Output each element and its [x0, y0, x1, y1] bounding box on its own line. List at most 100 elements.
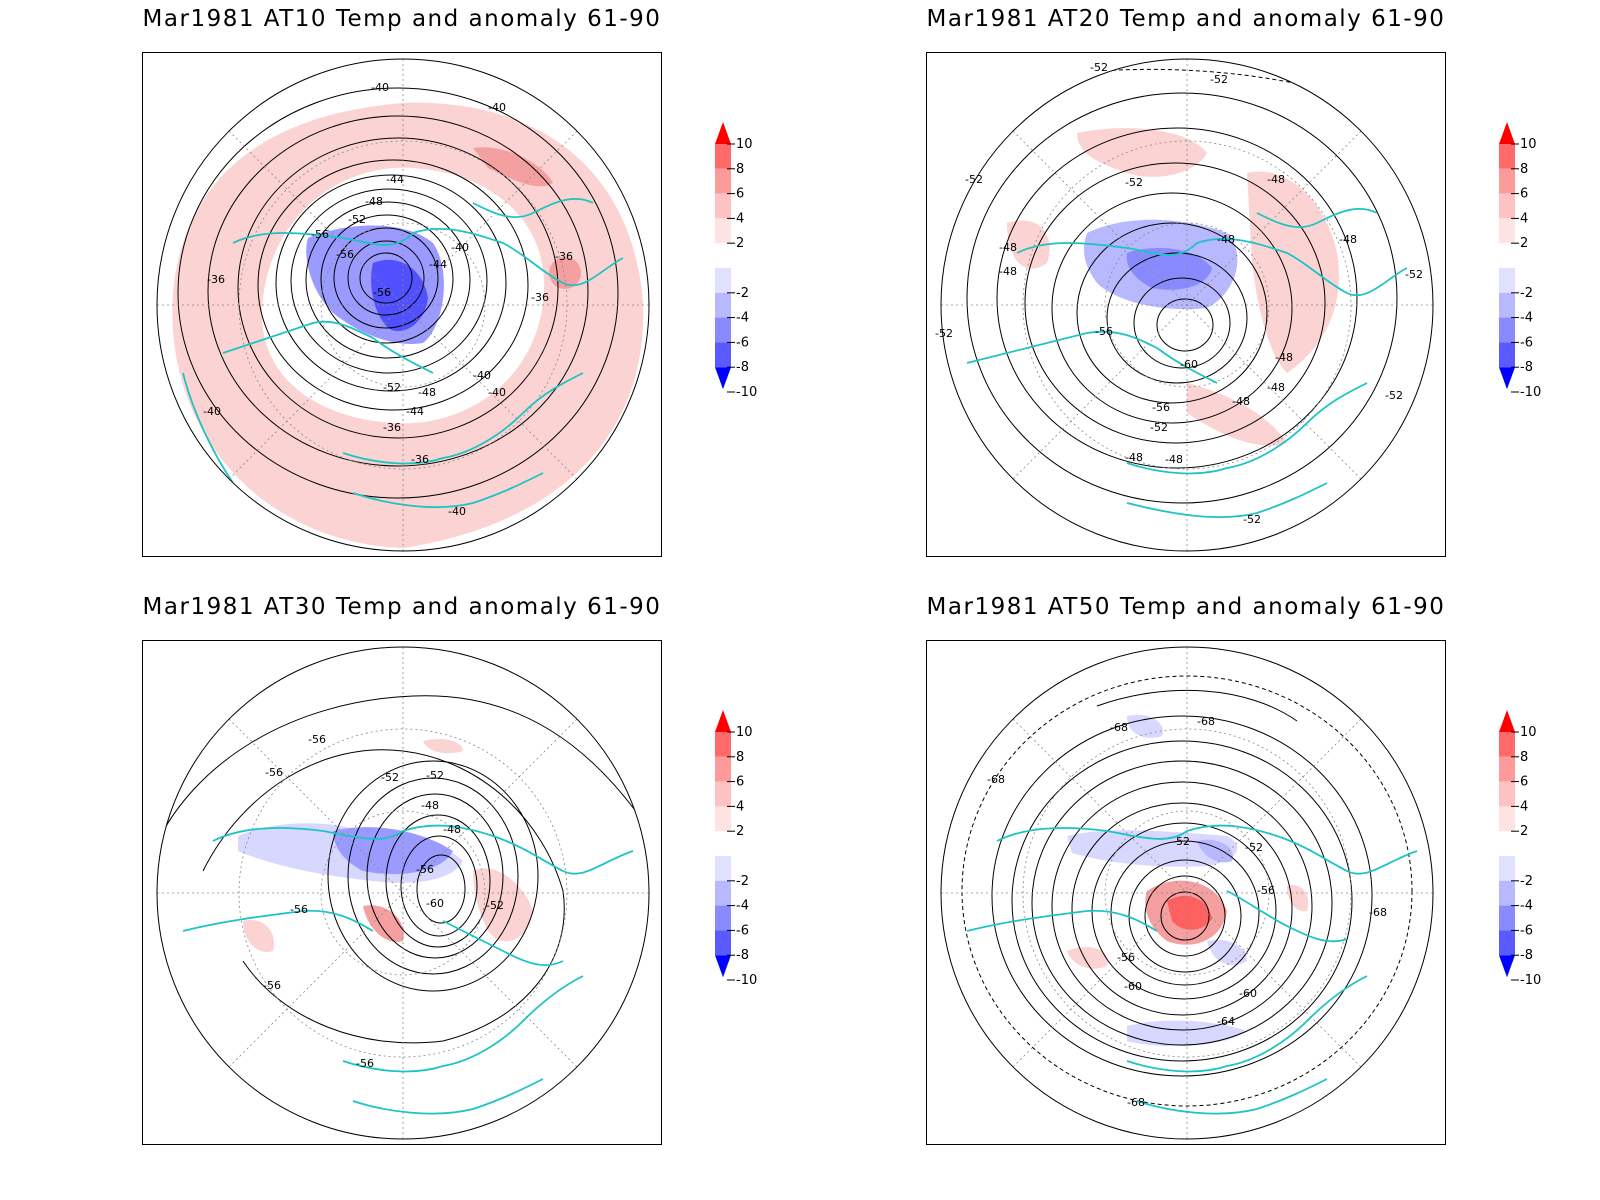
contour-label: -52 [1125, 176, 1143, 189]
contour-label: -52 [935, 327, 953, 340]
colorbar-label: 10 [1520, 137, 1537, 152]
contour-label: -64 [1217, 1015, 1235, 1028]
panel-title: Mar1981 AT50 Temp and anomaly 61-90 [926, 594, 1446, 620]
contour-label: -52 [426, 769, 444, 782]
anomaly-positive-region [1187, 383, 1287, 446]
colorbar-swatch [715, 880, 731, 906]
anomaly-warm-patch [549, 257, 581, 289]
contour-label: -48 [1267, 173, 1285, 186]
contour-label: -40 [203, 405, 221, 418]
colorbar-arrow-top [715, 710, 731, 732]
colorbar-label: 2 [736, 824, 744, 839]
coastlines [182, 824, 634, 1115]
contour-label: -48 [999, 265, 1017, 278]
colorbar-label: -2 [736, 874, 749, 889]
colorbar-swatch [1499, 193, 1515, 219]
colorbar-label: 6 [1520, 187, 1528, 202]
contour-label: -44 [386, 173, 404, 186]
colorbar-swatch [1499, 781, 1515, 807]
colorbar-swatch [1499, 806, 1515, 832]
panel-at20: Mar1981 AT20 Temp and anomaly 61-90 [926, 0, 1600, 560]
colorbar: 10 8 6 4 2 -2 -4 -6 -8 -10 [1499, 710, 1541, 988]
contour-label: -48 [1232, 395, 1250, 408]
contour-label: -52 [1172, 835, 1190, 848]
contour-label: -48 [418, 386, 436, 399]
colorbar-label: 4 [736, 799, 744, 814]
colorbar-label: 10 [736, 137, 753, 152]
colorbar-swatch [715, 781, 731, 807]
anomaly-strong-warm-patch [1167, 895, 1212, 930]
anomaly-negative-region [1197, 839, 1233, 863]
anomaly-positive-region [1067, 946, 1108, 969]
panel-title: Mar1981 AT10 Temp and anomaly 61-90 [142, 6, 662, 32]
polar-map: -68 -68 -68 -52 -52 -56 -56 -60 -60 -64 … [926, 640, 1446, 1145]
anomaly-strong-negative-region [371, 259, 428, 332]
contour-label: -44 [429, 258, 447, 271]
colorbar-swatch [715, 193, 731, 219]
colorbar-label: -10 [736, 385, 757, 400]
coastlines [966, 824, 1418, 1115]
colorbar: 10 8 6 4 2 -2 -4 -6 -8 -10 [715, 122, 757, 400]
colorbar-swatch [1499, 732, 1515, 757]
graticule [941, 59, 1433, 551]
contour-label: -48 [1217, 233, 1235, 246]
colorbar-label: 8 [736, 750, 744, 765]
contour-label: -56 [265, 766, 283, 779]
contour-label: -52 [1245, 841, 1263, 854]
contour-label: -68 [1127, 1096, 1145, 1109]
colorbar-label: -4 [736, 311, 749, 326]
colorbar-swatch [715, 831, 731, 856]
colorbar-label: -6 [1520, 923, 1533, 938]
polar-map: -40 -40 -44 -48 -52 -56 -56 -56 -40 -44 … [142, 52, 662, 557]
contour-label: -56 [1257, 884, 1275, 897]
colorbar-label: -8 [736, 948, 749, 963]
colorbar-swatch [715, 930, 731, 956]
anomaly-positive-region [243, 920, 274, 952]
colorbar-label: 4 [736, 211, 744, 226]
graticule [941, 647, 1433, 1139]
contour-label: -68 [1197, 715, 1215, 728]
coastlines [182, 198, 624, 508]
contour-label: -52 [1243, 513, 1261, 526]
colorbar-label: 8 [736, 162, 744, 177]
colorbar-label: 6 [736, 775, 744, 790]
panel-at50: Mar1981 AT50 Temp and anomaly 61-90 [926, 588, 1600, 1148]
contour-label: -56 [416, 863, 434, 876]
colorbar-swatch [1499, 831, 1515, 856]
colorbar-arrow-top [715, 122, 731, 144]
temperature-contours [177, 87, 619, 499]
contour-label: -36 [555, 250, 573, 263]
contour-label: -48 [1165, 453, 1183, 466]
colorbar-arrow-top [1499, 122, 1515, 144]
contour-label: -56 [336, 248, 354, 261]
contour-label: -40 [371, 81, 389, 94]
colorbar-swatch [715, 218, 731, 244]
colorbar-label: 10 [1520, 725, 1537, 740]
colorbar-swatch [1499, 218, 1515, 244]
graticule [157, 59, 649, 551]
contour-label: -68 [1110, 721, 1128, 734]
temperature-contours [961, 675, 1413, 1107]
colorbar-swatch [1499, 905, 1515, 931]
contour-label: -56 [308, 733, 326, 746]
contour-label: -48 [1267, 381, 1285, 394]
colorbar-label: 4 [1520, 211, 1528, 226]
contour-label: -36 [207, 273, 225, 286]
colorbar-label: 10 [736, 725, 753, 740]
colorbar-label: -10 [736, 973, 757, 988]
colorbar-label: -2 [1520, 874, 1533, 889]
contour-label: -48 [999, 241, 1017, 254]
contour-label: -36 [383, 421, 401, 434]
colorbar-swatch [1499, 856, 1515, 881]
contour-label: -48 [421, 799, 439, 812]
colorbar-label: 6 [1520, 775, 1528, 790]
colorbar-label: -2 [736, 286, 749, 301]
colorbar-label: -6 [1520, 335, 1533, 350]
colorbar-swatch [715, 292, 731, 318]
colorbar-label: 6 [736, 187, 744, 202]
anomaly-warm-patch [363, 905, 404, 942]
colorbar-label: -6 [736, 335, 749, 350]
panel-title: Mar1981 AT30 Temp and anomaly 61-90 [142, 594, 662, 620]
contour-label: -40 [488, 101, 506, 114]
colorbar-label: 2 [1520, 236, 1528, 251]
